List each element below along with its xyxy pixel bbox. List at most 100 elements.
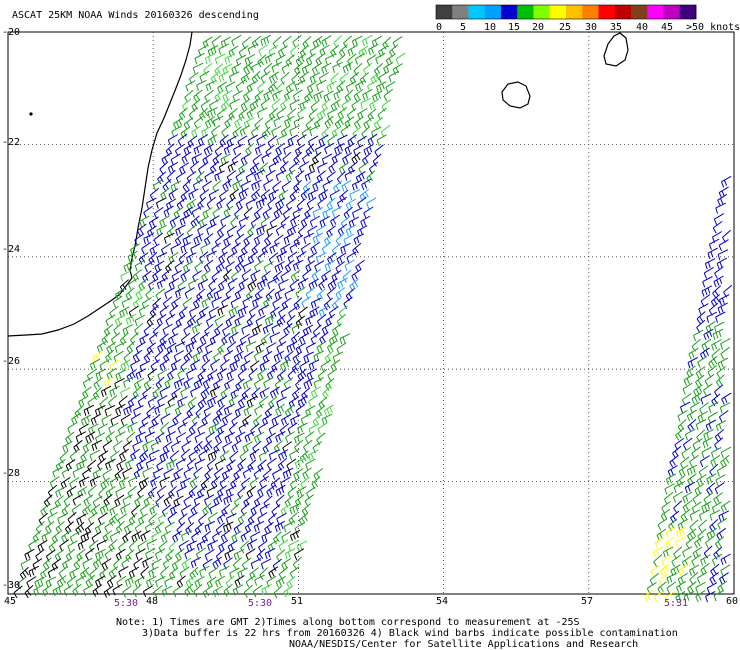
- wind-barb: [253, 233, 265, 245]
- wind-barb: [188, 278, 199, 290]
- wind-barb: [143, 377, 154, 391]
- wind-barb: [703, 429, 714, 441]
- wind-barb: [227, 277, 238, 290]
- wind-barb: [193, 116, 204, 129]
- wind-barb: [312, 441, 323, 454]
- wind-barb: [305, 53, 316, 66]
- wind-barb: [717, 357, 729, 369]
- wind-barb: [259, 567, 269, 581]
- wind-barb: [268, 71, 279, 84]
- wind-barb: [161, 152, 172, 165]
- wind-barb: [240, 98, 251, 111]
- wind-barb: [212, 378, 223, 391]
- wind-barb: [202, 376, 213, 389]
- wind-barb: [160, 413, 171, 425]
- wind-barb: [80, 531, 92, 543]
- wind-barb: [186, 252, 197, 264]
- wind-barb: [80, 414, 92, 426]
- wind-barb: [242, 414, 252, 427]
- wind-barb: [311, 62, 322, 75]
- wind-barb: [170, 243, 181, 255]
- wind-barb: [275, 54, 286, 67]
- wind-barb: [330, 359, 341, 372]
- wind-barb: [250, 423, 260, 436]
- wind-barb: [264, 52, 276, 64]
- wind-barb: [321, 35, 332, 47]
- wind-barb: [269, 242, 280, 254]
- wind-barb: [268, 566, 279, 579]
- wind-barb: [72, 493, 83, 506]
- wind-barb: [283, 377, 294, 390]
- wind-barb: [296, 540, 308, 552]
- wind-barb: [261, 242, 272, 256]
- wind-barb: [673, 500, 683, 514]
- wind-barb: [142, 386, 152, 400]
- wind-barb: [300, 242, 311, 255]
- wind-barb: [328, 305, 339, 319]
- wind-barb: [232, 126, 242, 139]
- wind-barb: [120, 387, 131, 399]
- wind-barb: [230, 476, 240, 490]
- wind-barb: [34, 576, 45, 588]
- wind-barb: [318, 72, 329, 84]
- wind-barb: [243, 404, 255, 417]
- wind-barb: [673, 481, 685, 494]
- wind-barb: [83, 584, 94, 596]
- wind-barb: [335, 261, 346, 274]
- wind-barb: [677, 572, 688, 585]
- wind-barb: [362, 34, 373, 47]
- wind-barb: [244, 53, 256, 66]
- wind-barb: [273, 585, 283, 599]
- wind-barb: [700, 554, 711, 566]
- wind-barb: [168, 251, 179, 265]
- wind-barbs: [13, 34, 733, 604]
- wind-barb: [332, 61, 343, 73]
- wind-barb: [343, 35, 353, 49]
- wind-barb: [303, 377, 314, 390]
- wind-barb: [675, 526, 687, 538]
- wind-barb: [301, 296, 311, 309]
- wind-barb: [700, 294, 711, 307]
- wind-barb: [717, 302, 728, 314]
- wind-barb: [381, 99, 392, 112]
- wind-barb: [137, 540, 148, 553]
- wind-barb: [678, 564, 689, 576]
- wind-barb: [178, 251, 188, 265]
- wind-barb: [159, 450, 170, 462]
- reunion-island-coastline: [501, 81, 531, 109]
- wind-barb: [218, 278, 228, 291]
- wind-barb: [222, 324, 233, 337]
- wind-barb: [221, 412, 232, 425]
- wind-barb: [223, 205, 234, 218]
- wind-barb: [303, 351, 314, 363]
- wind-barb: [135, 341, 146, 354]
- wind-barb: [680, 401, 691, 413]
- wind-barb: [275, 494, 285, 508]
- wind-barb: [229, 71, 240, 83]
- wind-barb: [708, 401, 719, 413]
- wind-barb: [59, 450, 69, 464]
- wind-barb: [305, 287, 316, 300]
- wind-barb: [240, 530, 251, 543]
- wind-barb: [117, 423, 128, 436]
- wind-barb: [711, 553, 723, 566]
- wind-barb: [186, 224, 196, 238]
- small-island: [29, 112, 33, 116]
- wind-barb: [226, 251, 237, 265]
- wind-barb: [720, 553, 731, 566]
- wind-barb: [231, 152, 242, 166]
- wind-barb: [263, 89, 274, 101]
- wind-barb: [703, 266, 714, 279]
- wind-barb: [694, 535, 704, 549]
- wind-barb: [351, 179, 363, 191]
- wind-barb: [52, 584, 63, 597]
- wind-barb: [268, 44, 279, 57]
- wind-barb: [306, 368, 317, 381]
- wind-barb: [175, 458, 187, 470]
- pass-time-label: 5:31: [664, 598, 688, 609]
- wind-barb: [45, 520, 55, 534]
- wind-barb: [99, 567, 109, 580]
- wind-barb: [176, 485, 187, 498]
- wind-barb: [280, 243, 291, 256]
- wind-barb: [41, 531, 52, 543]
